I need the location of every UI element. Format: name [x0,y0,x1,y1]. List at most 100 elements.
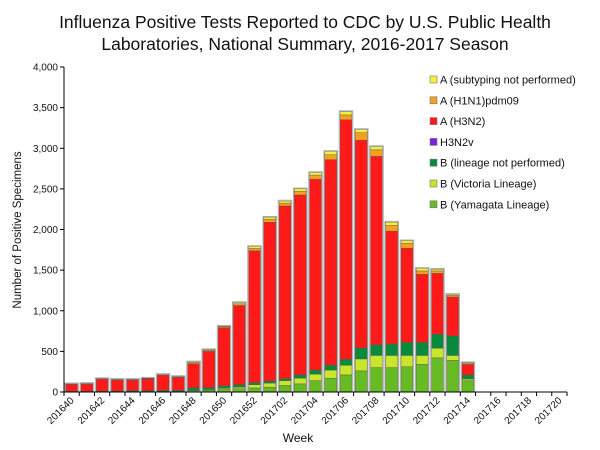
bar-segment-201709-6 [385,221,398,226]
bar-segment-201709-5 [385,225,398,232]
bar-segment-201714-4 [461,364,475,376]
bar-segment-201651-4 [233,305,246,385]
bar-segment-201704-6 [309,172,322,176]
bar-segment-201708-4 [370,156,383,346]
x-tick-label: 201716 [472,395,504,427]
bar-segment-201648-6 [187,361,200,363]
bar-segment-201706-6 [339,111,353,116]
x-tick-label: 201702 [259,395,291,427]
bar-segment-201650-4 [217,327,231,387]
x-tick-label: 201642 [76,395,108,427]
bar-segment-201651-2 [233,384,246,388]
y-tick-label: 1,000 [33,306,58,317]
bar-segment-201649-4 [202,351,215,388]
bar-segment-201641-4 [80,383,94,392]
bar-segment-201714-6 [461,362,475,364]
bar-segment-201713-4 [446,296,459,337]
x-tick-label: 201646 [137,395,169,427]
bar-segment-201647-4 [172,377,185,391]
y-tick-label: 1,500 [33,266,58,277]
bar-segment-201640-4 [65,384,78,392]
bar-segment-201711-4 [416,273,429,343]
bar-segment-201703-6 [294,188,307,192]
bar-segment-201710-1 [400,355,414,368]
bar-segment-201705-4 [324,159,337,366]
bar-segment-201713-1 [446,355,459,361]
bar-segment-201702-6 [278,200,292,204]
y-tick-label: 0 [52,388,58,399]
bar-segment-201702-5 [278,202,292,207]
bar-segment-201652-6 [248,246,261,249]
bar-segment-201705-5 [324,154,337,160]
bar-segment-201705-2 [324,364,337,371]
bar-segment-201703-1 [294,377,307,385]
bar-segment-201702-4 [278,205,292,379]
bar-segment-201703-5 [294,191,307,196]
bar-segment-201652-5 [248,247,261,251]
bar-segment-201710-0 [400,366,414,393]
bar-segment-201708-1 [370,355,383,368]
legend-label: A (H1N1)pdm09 [440,95,519,107]
bar-segment-201701-0 [263,386,276,393]
x-axis-label: Week [283,431,314,445]
y-tick-label: 4,000 [33,63,58,74]
y-tick-label: 2,500 [33,184,58,195]
bar-segment-201712-2 [431,334,444,349]
chart-title-line-1: Influenza Positive Tests Reported to CDC… [59,12,551,32]
bar-segment-201711-0 [416,364,429,393]
bar-segment-201648-2 [187,387,200,391]
x-tick-label: 201648 [167,395,199,427]
bar-segment-201642-4 [95,379,109,392]
bar-segment-201702-0 [278,385,292,393]
bar-segment-201701-5 [263,219,276,223]
bar-segment-201710-5 [400,243,414,249]
bar-segment-201711-5 [416,270,429,275]
bar-segment-201714-2 [461,374,475,380]
legend-swatch [429,179,438,188]
bar-segment-201650-2 [217,385,231,389]
bar-segment-201706-4 [339,119,353,360]
bar-segment-201707-4 [355,139,368,349]
bar-segment-201711-6 [416,268,429,272]
bar-segment-201650-6 [217,325,231,328]
y-tick-label: 2,000 [33,225,58,236]
bar-segment-201652-4 [248,250,261,383]
bar-segment-201701-1 [263,382,276,388]
bar-segment-201705-0 [324,377,337,393]
legend-label: B (Victoria Lineage) [440,179,536,191]
bar-segment-201652-0 [248,387,261,393]
y-tick-label: 500 [41,347,58,358]
y-axis-label: Number of Positive Specimens [12,151,24,308]
bar-segment-201706-2 [339,358,353,366]
bar-segment-201713-6 [446,294,459,296]
bar-segment-201703-4 [294,194,307,376]
bar-segment-201711-1 [416,355,429,365]
x-tick-label: 201710 [381,395,413,427]
bar-segment-201706-0 [339,374,353,393]
legend-swatch [429,200,438,209]
bar-segment-201651-6 [233,302,246,305]
bar-segment-201712-0 [431,357,444,393]
x-tick-label: 201704 [289,395,321,427]
legend-label: A (H3N2) [440,116,485,128]
x-tick-label: 201718 [503,395,535,427]
legend-label: A (subtyping not performed) [440,75,576,87]
bar-segment-201708-2 [370,344,383,356]
legend-label: B (Yamagata Lineage) [440,199,549,211]
bar-segment-201705-6 [324,151,337,155]
bar-segment-201703-2 [294,374,307,379]
bar-segment-201713-0 [446,360,459,393]
bar-segment-201712-1 [431,347,444,359]
bar-segment-201714-0 [461,380,475,393]
bar-segment-201705-1 [324,369,337,379]
bar-segment-201710-2 [400,342,414,356]
bar-segment-201709-4 [385,230,398,345]
bar-segment-201704-0 [309,380,322,393]
bar-segment-201706-1 [339,364,353,376]
bar-segment-201649-2 [202,387,215,390]
bar-segment-201645-4 [141,378,154,391]
y-tick-label: 3,500 [33,103,58,114]
bar-segment-201708-5 [370,149,383,157]
